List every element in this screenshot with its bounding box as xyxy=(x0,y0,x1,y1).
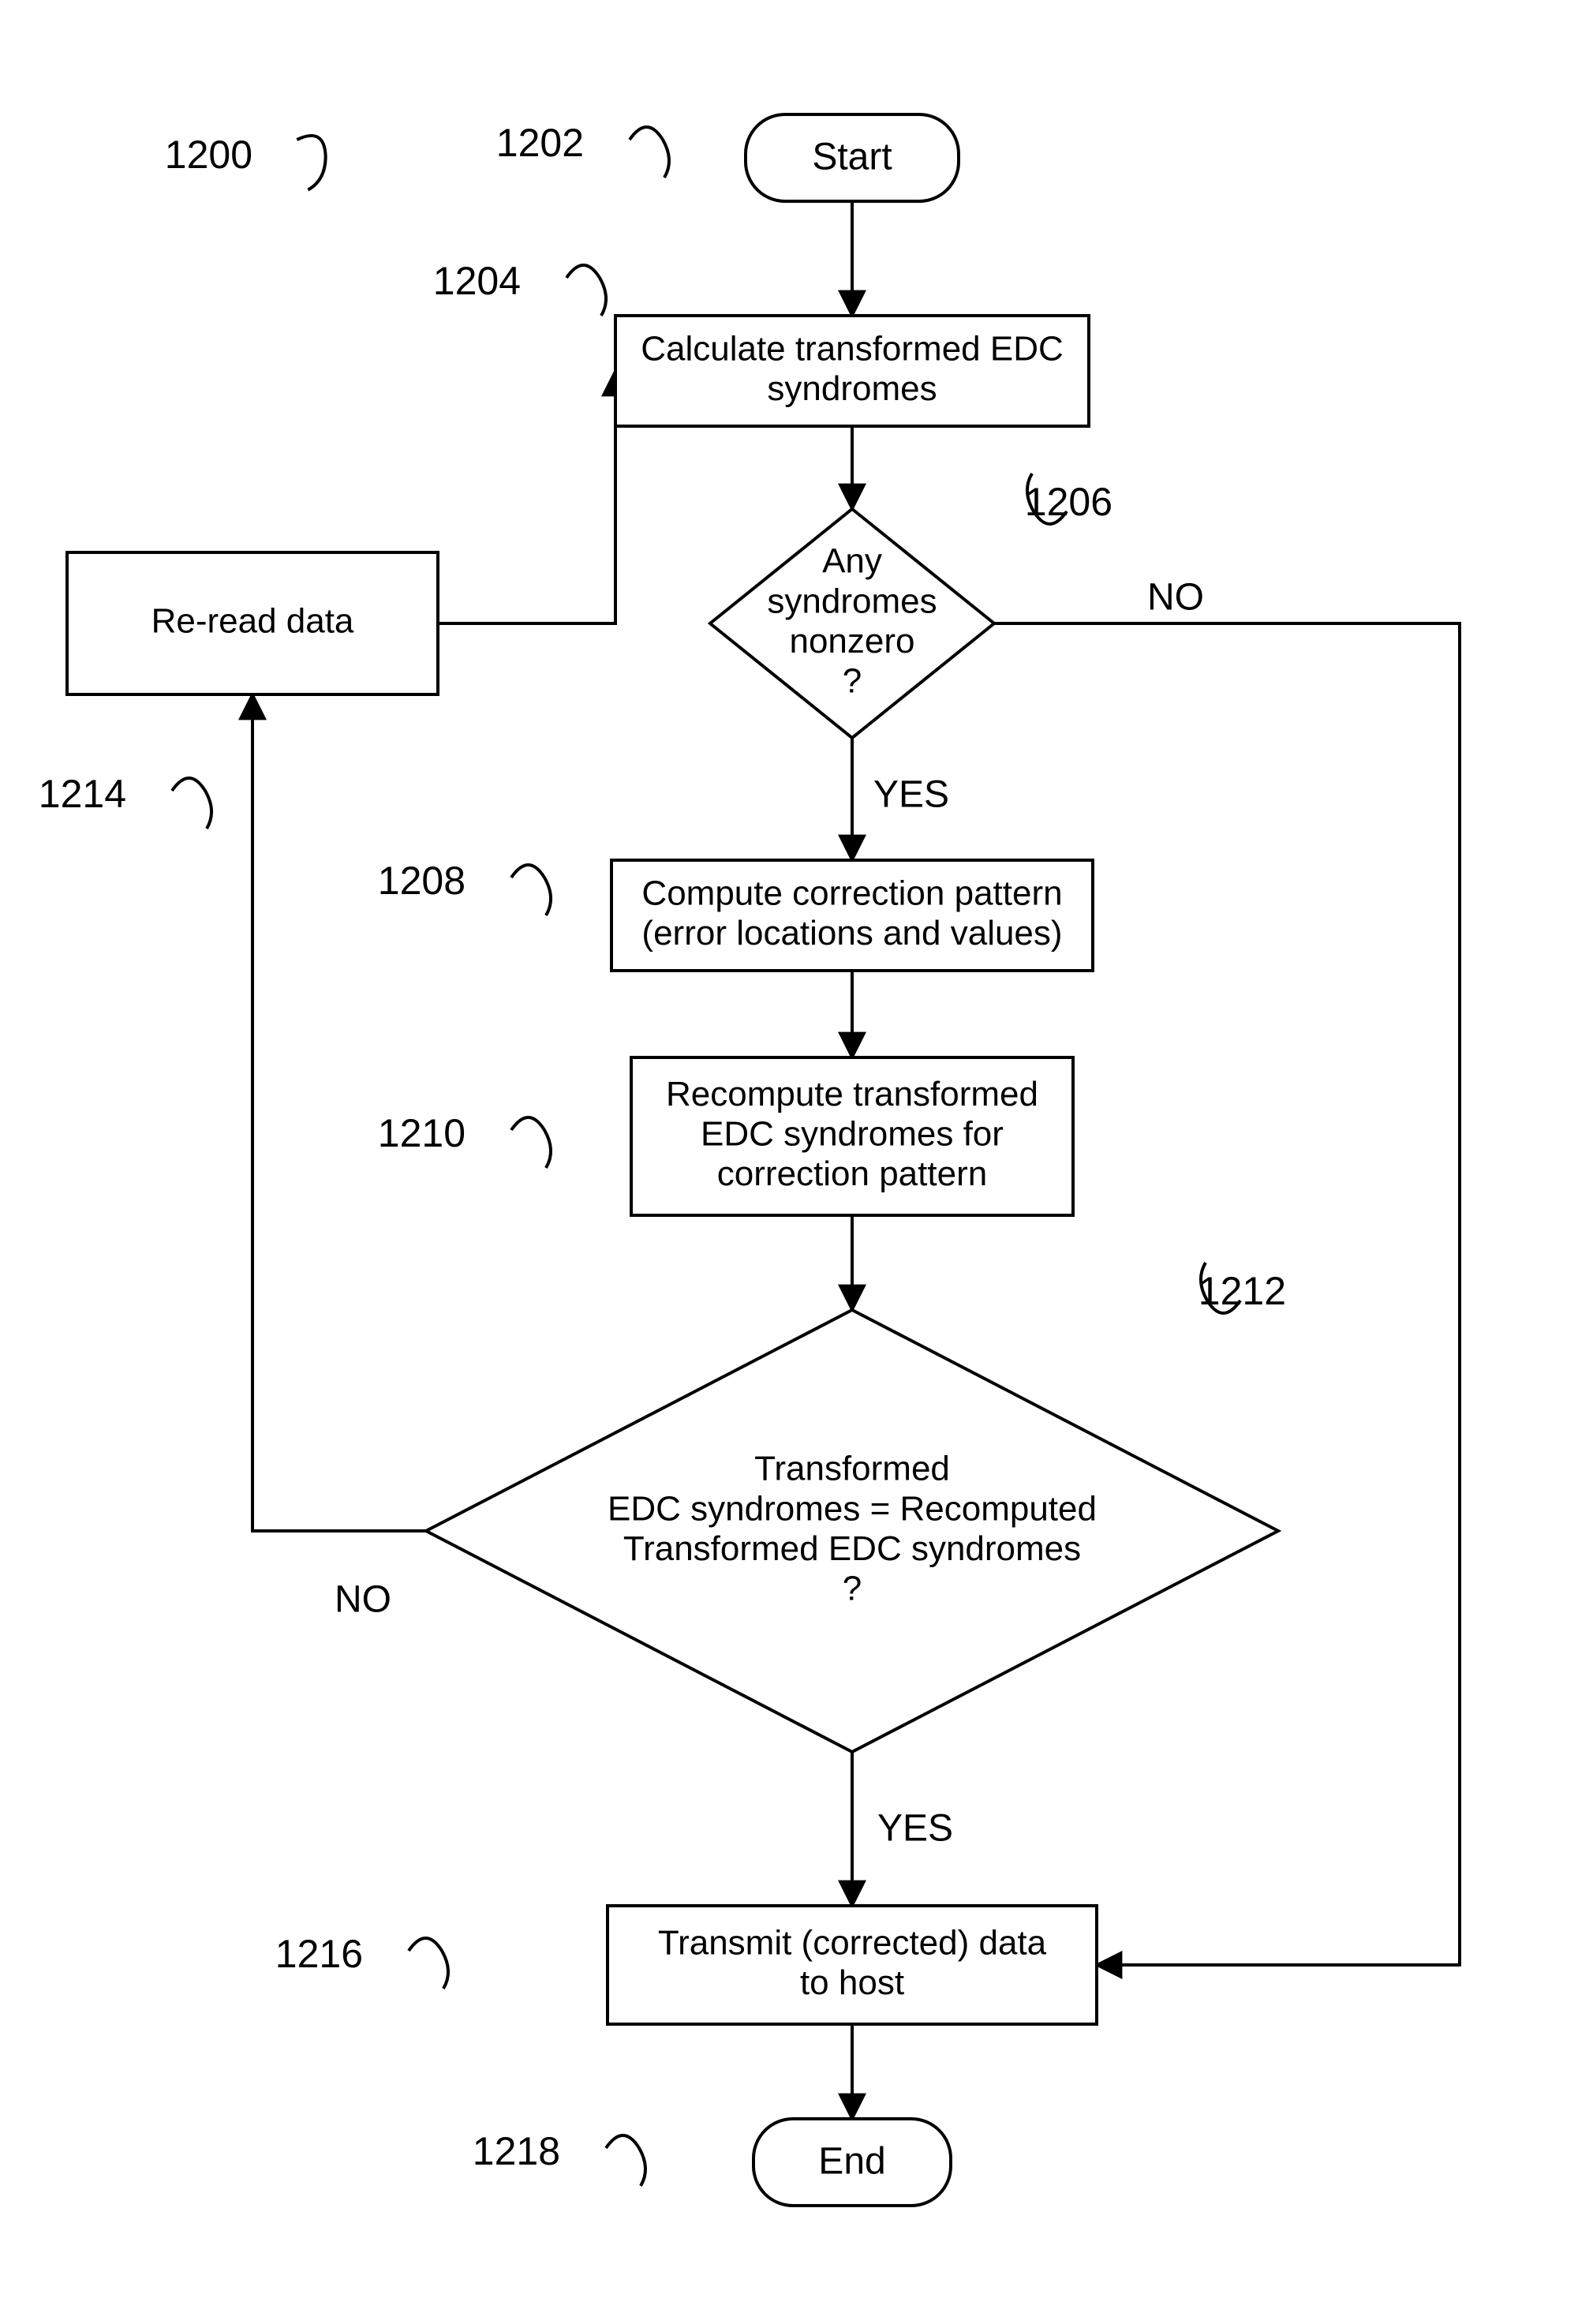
edge-label: NO xyxy=(335,1579,391,1621)
edge-label: YES xyxy=(877,1808,953,1850)
svg-text:?: ? xyxy=(843,1570,862,1608)
svg-text:nonzero: nonzero xyxy=(789,622,914,661)
refnum-1202: 1202 xyxy=(496,121,584,165)
refnum-1210: 1210 xyxy=(378,1111,466,1155)
svg-text:syndromes: syndromes xyxy=(767,369,937,408)
svg-text:Re-read data: Re-read data xyxy=(151,602,354,641)
svg-text:Transformed EDC syndromes: Transformed EDC syndromes xyxy=(623,1529,1081,1568)
refnum-1214: 1214 xyxy=(39,772,126,816)
refnum-1200: 1200 xyxy=(165,133,252,177)
refnum-1208: 1208 xyxy=(378,859,466,903)
svg-text:Recompute transformed: Recompute transformed xyxy=(666,1075,1038,1113)
svg-text:to host: to host xyxy=(800,1963,904,2002)
svg-text:Start: Start xyxy=(812,137,892,178)
edge-label: YES xyxy=(873,774,949,816)
flowchart-canvas: StartCalculate transformed EDCsyndromesA… xyxy=(0,0,1578,2324)
svg-text:Calculate transformed EDC: Calculate transformed EDC xyxy=(641,329,1064,368)
refnum-1216: 1216 xyxy=(275,1932,363,1976)
svg-text:Transmit (corrected) data: Transmit (corrected) data xyxy=(658,1923,1047,1962)
edge-label: NO xyxy=(1147,577,1204,619)
svg-text:EDC syndromes = Recomputed: EDC syndromes = Recomputed xyxy=(608,1489,1097,1528)
svg-text:syndromes: syndromes xyxy=(767,582,937,620)
svg-text:EDC syndromes for: EDC syndromes for xyxy=(701,1115,1004,1154)
svg-text:End: End xyxy=(818,2141,885,2183)
svg-text:(error locations and values): (error locations and values) xyxy=(641,914,1062,952)
svg-text:Transformed: Transformed xyxy=(754,1450,950,1488)
svg-text:correction pattern: correction pattern xyxy=(717,1155,987,1193)
svg-text:Any: Any xyxy=(822,542,882,581)
refnum-1204: 1204 xyxy=(433,259,521,303)
refnum-1218: 1218 xyxy=(473,2129,560,2173)
svg-text:?: ? xyxy=(843,662,862,701)
svg-text:Compute correction pattern: Compute correction pattern xyxy=(641,874,1062,912)
